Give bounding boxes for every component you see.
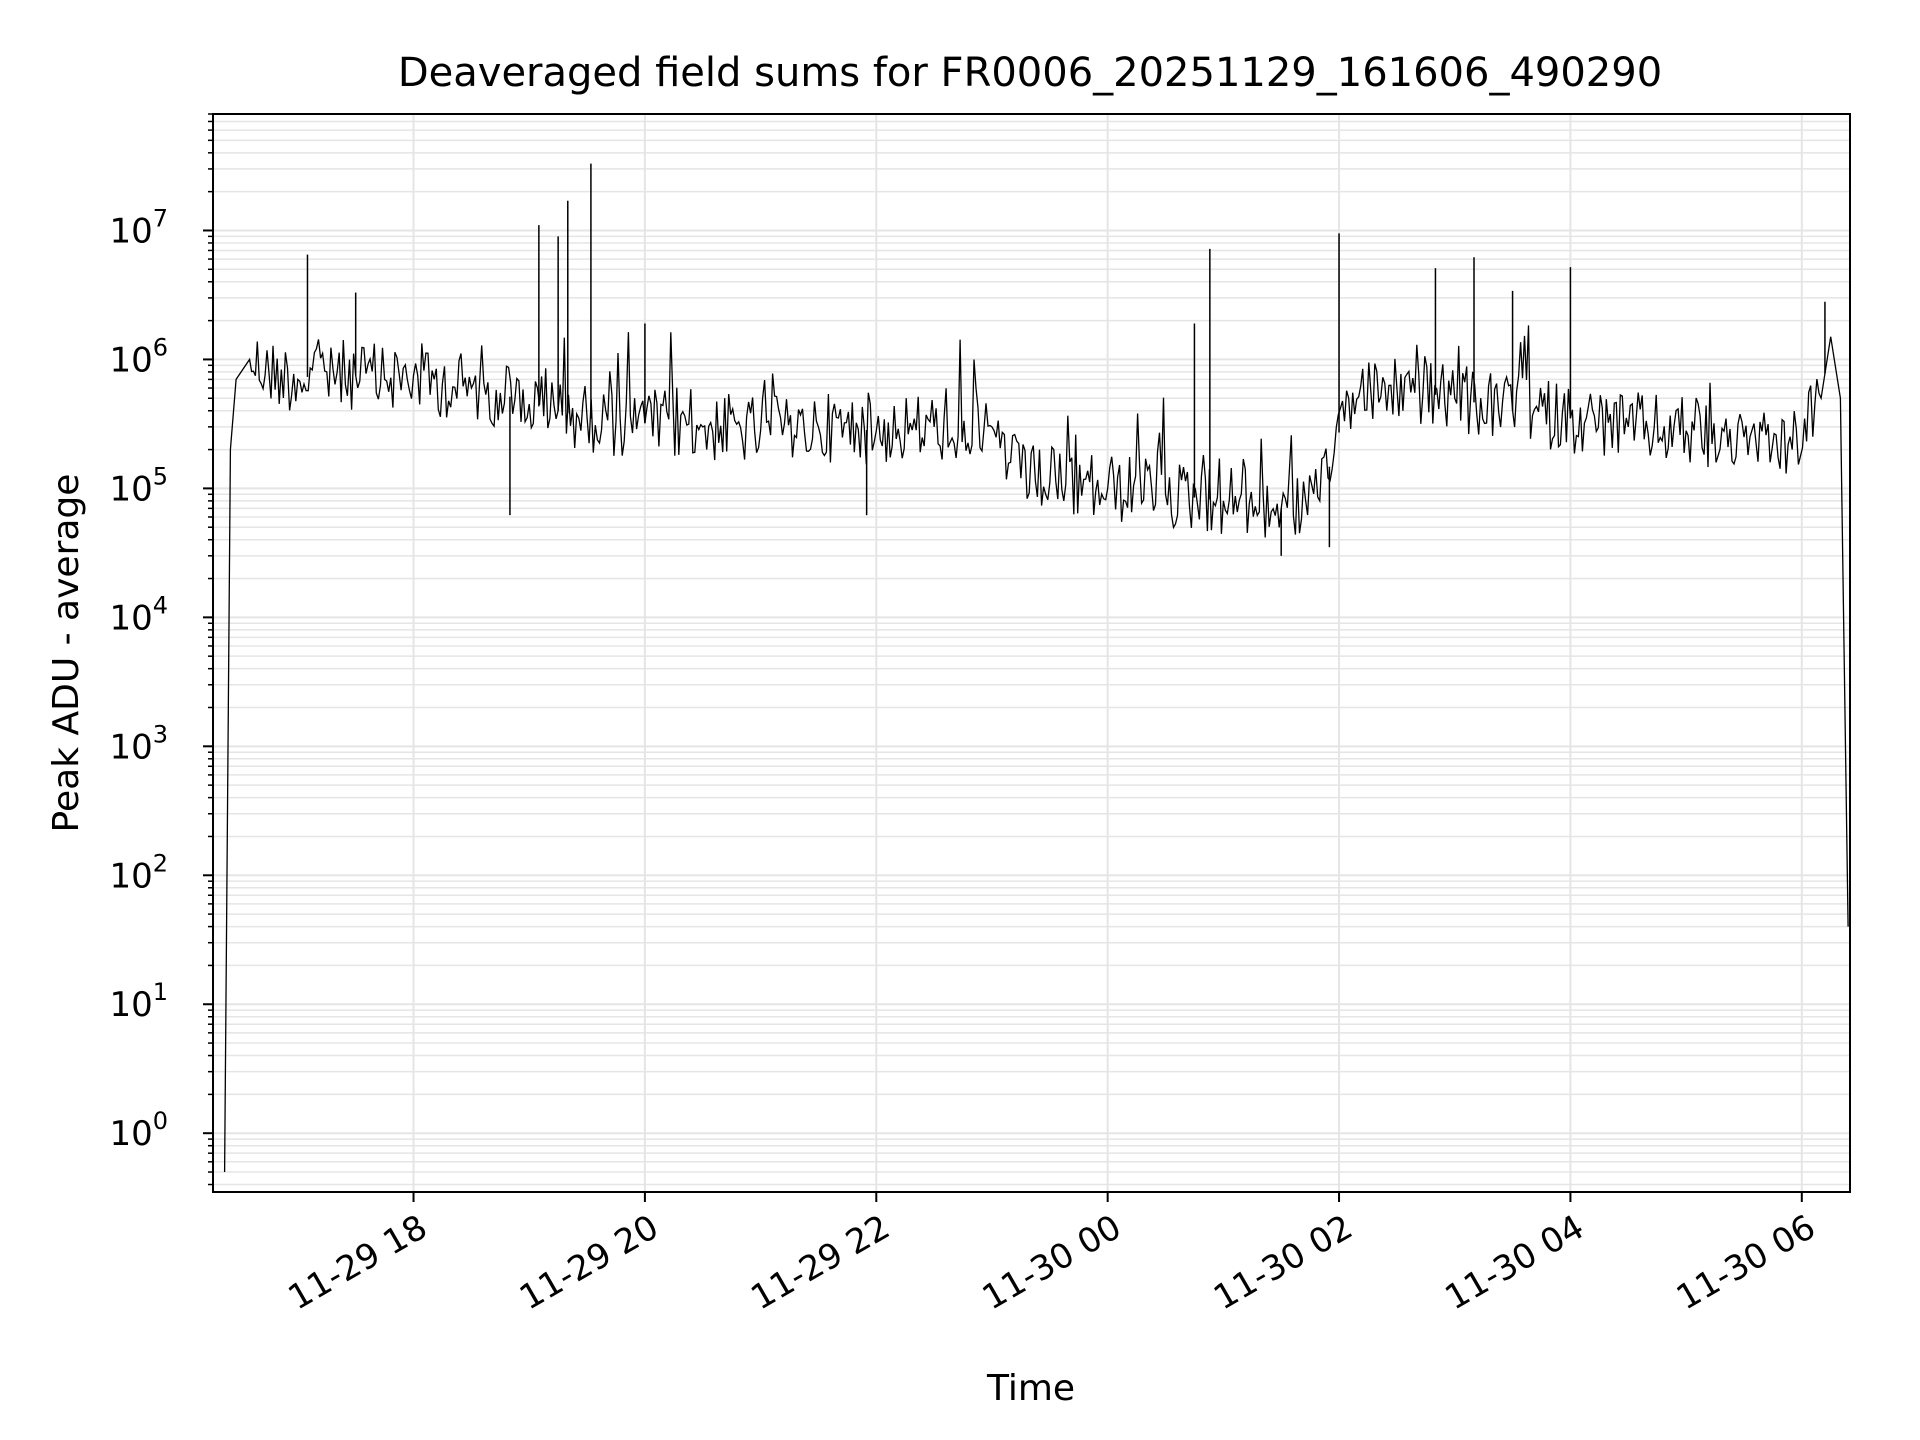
plot-frame bbox=[212, 113, 1851, 1193]
y-tick-label: 100 bbox=[109, 1107, 168, 1154]
chart-title: Deaveraged field sums for FR0006_2025112… bbox=[398, 50, 1662, 96]
y-tick-base: 10 bbox=[109, 727, 152, 767]
y-tick-exponent: 1 bbox=[153, 978, 168, 1006]
y-tick-base: 10 bbox=[109, 211, 152, 251]
y-tick-label: 104 bbox=[109, 591, 168, 638]
y-tick-base: 10 bbox=[109, 985, 152, 1025]
y-tick-label: 102 bbox=[109, 849, 168, 896]
y-tick-exponent: 2 bbox=[153, 849, 168, 877]
y-tick-label: 107 bbox=[109, 204, 168, 251]
y-tick-label: 105 bbox=[109, 462, 168, 509]
y-tick-label: 101 bbox=[109, 978, 168, 1025]
y-axis-label: Peak ADU - average bbox=[46, 474, 87, 833]
y-tick-label: 106 bbox=[109, 333, 168, 380]
y-tick-base: 10 bbox=[109, 1114, 152, 1154]
y-tick-exponent: 3 bbox=[153, 720, 168, 748]
y-tick-exponent: 4 bbox=[153, 591, 168, 619]
y-tick-base: 10 bbox=[109, 856, 152, 896]
y-tick-base: 10 bbox=[109, 598, 152, 638]
grid-lines bbox=[213, 113, 1850, 1192]
y-tick-exponent: 6 bbox=[153, 333, 168, 361]
x-axis-label: Time bbox=[986, 1368, 1075, 1409]
y-tick-label: 103 bbox=[109, 720, 168, 767]
data-series bbox=[223, 163, 1849, 1173]
y-tick-exponent: 0 bbox=[153, 1107, 168, 1135]
axis-ticks bbox=[203, 113, 1803, 1202]
y-tick-base: 10 bbox=[109, 469, 152, 509]
series-line bbox=[223, 325, 1849, 1173]
y-tick-base: 10 bbox=[109, 340, 152, 380]
y-tick-exponent: 7 bbox=[153, 204, 168, 232]
y-tick-exponent: 5 bbox=[153, 462, 168, 490]
